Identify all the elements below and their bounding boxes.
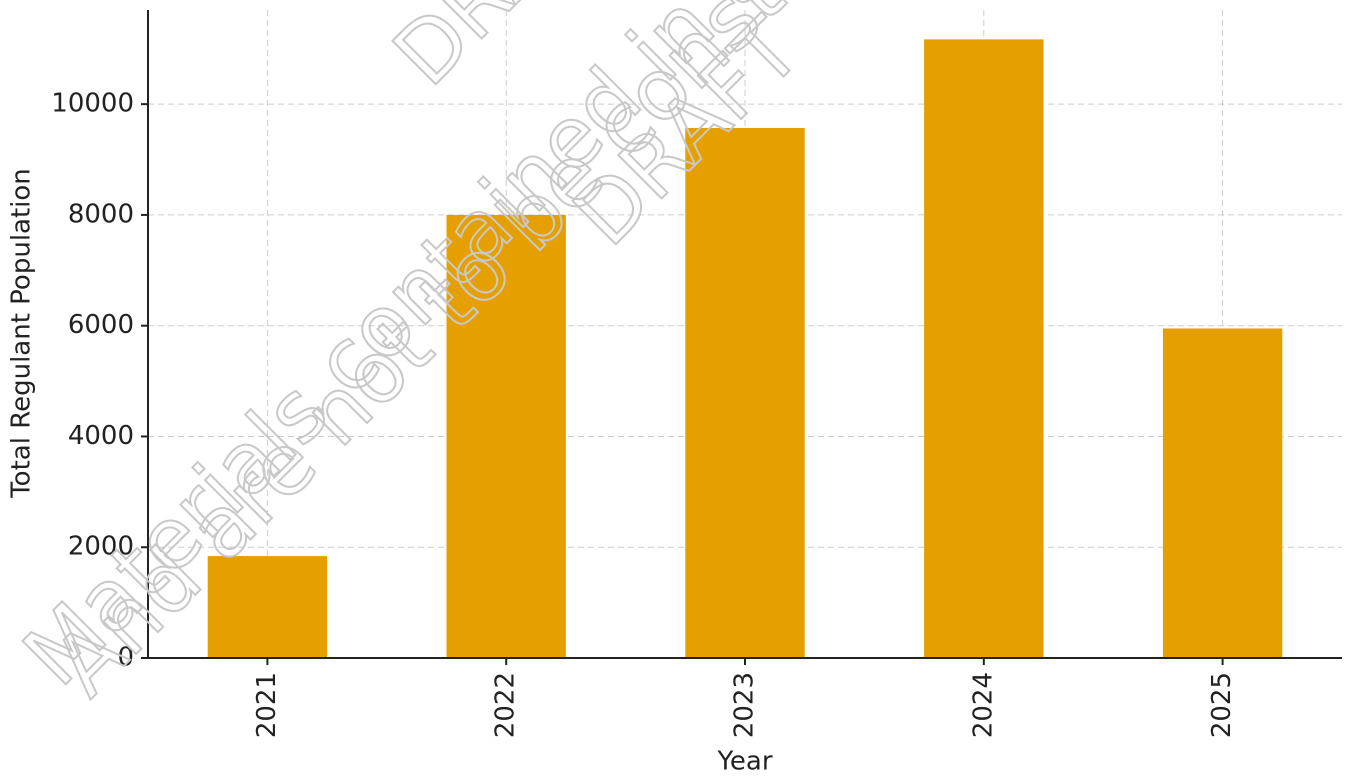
- plot-area: 0 2000 4000 6000 8000 10000 2021 2022 2023 2024 20…: [51, 10, 1342, 738]
- x-tick-label: 2024: [968, 672, 998, 738]
- bar: [685, 127, 805, 658]
- y-tick-label: 2000: [68, 532, 134, 562]
- x-tick-label: 2021: [252, 672, 282, 738]
- x-tick-label: 2022: [491, 672, 521, 738]
- y-axis-label: Total Regulant Population: [7, 168, 37, 499]
- bar: [207, 556, 328, 658]
- x-axis-label: Year: [716, 747, 772, 777]
- bar: [1162, 328, 1283, 658]
- y-tick-label: 8000: [68, 199, 134, 229]
- bar: [446, 214, 566, 658]
- x-tick-label: 2025: [1207, 672, 1237, 738]
- x-tick-label: 2023: [730, 672, 760, 738]
- bar: [924, 39, 1044, 659]
- y-tick-label: 6000: [68, 310, 134, 340]
- y-tick-label: 10000: [51, 89, 134, 119]
- y-tick-label: 4000: [68, 421, 134, 451]
- y-tick-label: 0: [117, 643, 134, 673]
